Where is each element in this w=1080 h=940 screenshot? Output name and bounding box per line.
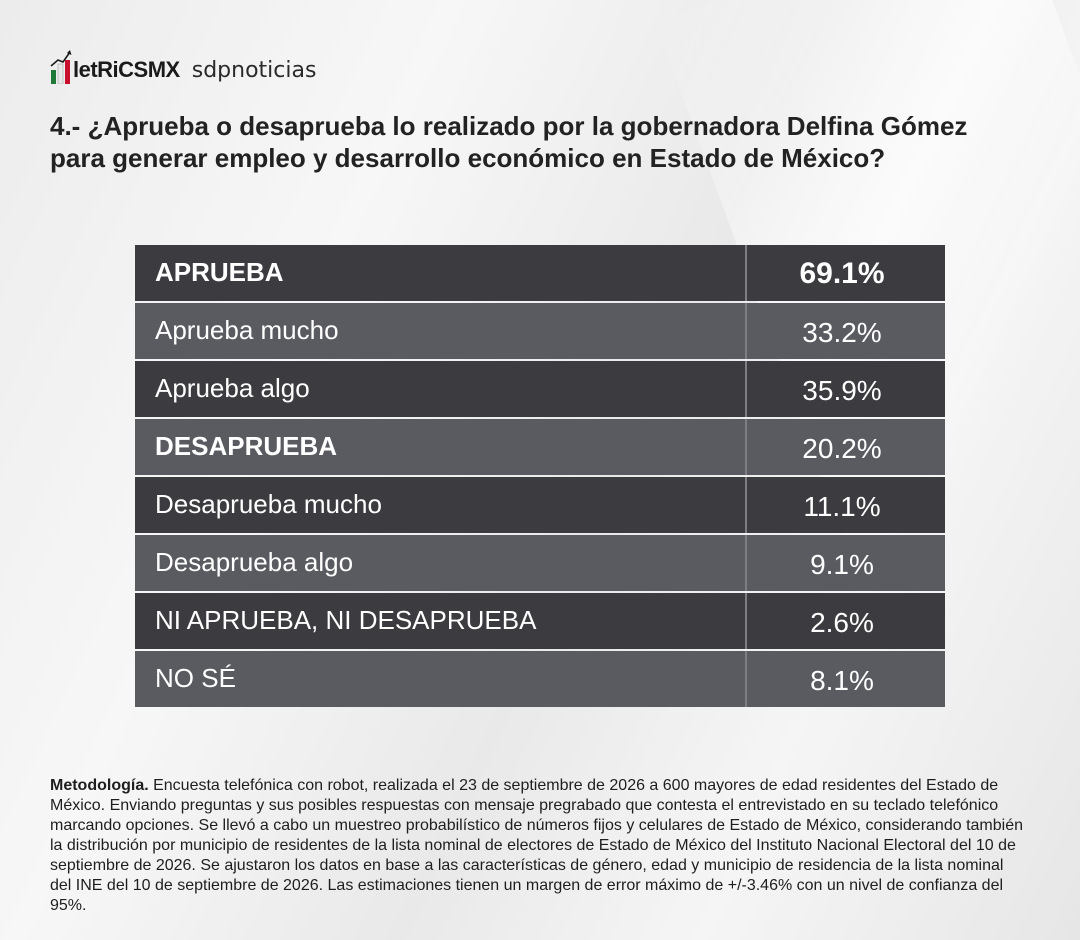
row-value: 35.9% [802,375,882,406]
table-row: Desaprueba mucho 11.1% [135,477,945,533]
table-row: NI APRUEBA, NI DESAPRUEBA 2.6% [135,593,945,649]
row-label: NI APRUEBA, NI DESAPRUEBA [135,593,747,649]
table-row: APRUEBA 69.1% [135,245,945,301]
sdpnoticias-logo: sdpnoticias [191,58,317,83]
table-row: Aprueba algo 35.9% [135,361,945,417]
methodology-label: Metodología. [50,777,149,794]
table-row: DESAPRUEBA 20.2% [135,419,945,475]
metricsmx-logo-text: letRiCSMX [73,57,180,82]
metrics-chart-icon [50,50,72,84]
row-value: 11.1% [803,491,881,522]
row-value: 69.1% [799,257,885,290]
row-value: 20.2% [802,433,882,464]
table-row: Aprueba mucho 33.2% [135,303,945,359]
row-value: 33.2% [802,317,882,348]
row-label: Desaprueba mucho [135,477,747,533]
methodology-text: Encuesta telefónica con robot, realizada… [50,777,1023,914]
row-value: 2.6% [810,607,874,638]
row-label: DESAPRUEBA [135,419,747,475]
row-label: Aprueba algo [135,361,747,417]
row-label: APRUEBA [135,245,747,301]
table-row: NO SÉ 8.1% [135,651,945,707]
row-value: 9.1% [810,549,874,580]
row-value: 8.1% [810,665,874,696]
methodology-note: Metodología. Encuesta telefónica con rob… [50,776,1025,916]
metricsmx-logo: letRiCSMX [50,48,180,84]
row-label: Aprueba mucho [135,303,747,359]
header: letRiCSMX sdpnoticias [50,46,316,86]
row-label: Desaprueba algo [135,535,747,591]
table-row: Desaprueba algo 9.1% [135,535,945,591]
row-label: NO SÉ [135,651,747,707]
results-table: APRUEBA 69.1% Aprueba mucho 33.2% Aprueba al… [135,245,945,709]
question-title: 4.- ¿Aprueba o desaprueba lo realizado p… [50,111,968,173]
